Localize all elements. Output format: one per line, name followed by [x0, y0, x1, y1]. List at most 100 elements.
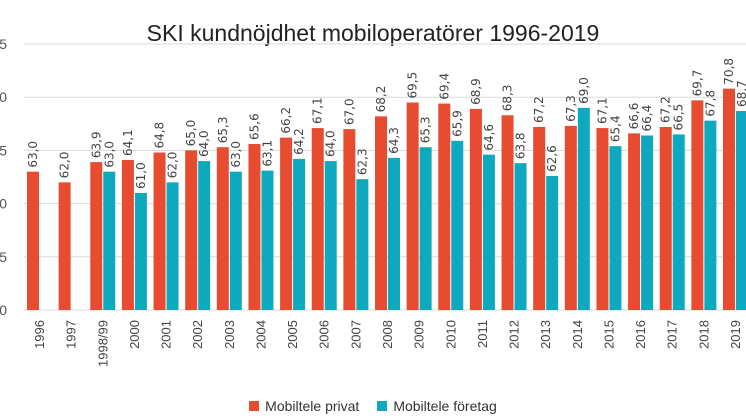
- x-tick-label: 2007: [348, 320, 363, 349]
- bar-privat: [121, 159, 134, 310]
- bar-privat: [691, 100, 704, 310]
- x-tick-label: 2019: [728, 320, 743, 349]
- data-label: 63,0: [229, 141, 243, 168]
- legend-swatch: [377, 401, 388, 411]
- bar-privat: [375, 116, 387, 311]
- bar-privat: [596, 128, 609, 310]
- x-tick-label: 2002: [190, 320, 205, 349]
- data-label: 62,0: [58, 152, 72, 179]
- data-label: 68,3: [501, 85, 515, 112]
- legend: Mobiltele privat Mobiltele företag: [0, 398, 746, 414]
- bar-privat: [153, 152, 166, 310]
- data-label: 63,0: [102, 141, 116, 168]
- data-label: 67,2: [532, 96, 546, 123]
- bar-foretag: [514, 163, 527, 310]
- bar-privat: [90, 162, 103, 310]
- bar-privat: [58, 182, 71, 310]
- bar-foretag: [324, 161, 337, 310]
- data-label: 65,3: [419, 116, 433, 143]
- data-label: 64,3: [387, 127, 401, 154]
- data-label: 65,4: [608, 115, 622, 142]
- legend-label: Mobiltele företag: [393, 398, 497, 414]
- x-tick-label: 2005: [285, 320, 300, 349]
- data-label: 66,6: [627, 103, 641, 130]
- bar-privat: [723, 88, 735, 310]
- data-label: 64,8: [153, 122, 167, 149]
- x-tick-label: 2004: [253, 320, 268, 349]
- bar-foretag: [356, 179, 369, 310]
- bar-foretag: [546, 175, 559, 310]
- data-label: 64,1: [121, 129, 135, 156]
- bar-foretag: [672, 134, 685, 310]
- bar-foretag: [293, 158, 306, 310]
- bar-foretag: [736, 111, 746, 310]
- y-tick-label: 55: [0, 249, 7, 265]
- bar-foretag: [229, 171, 242, 310]
- y-tick-label: 60: [0, 196, 7, 212]
- x-tick-label: 1998/99: [95, 320, 110, 367]
- y-tick-label: 65: [0, 142, 7, 158]
- legend-item-privat: Mobiltele privat: [249, 398, 359, 414]
- data-label: 70,8: [722, 58, 736, 85]
- legend-swatch: [249, 401, 260, 411]
- x-tick-label: 1997: [64, 320, 79, 349]
- bar-foretag: [451, 140, 464, 310]
- data-label: 67,0: [342, 98, 356, 125]
- bar-foretag: [261, 170, 274, 310]
- bar-foretag: [641, 135, 654, 310]
- data-label: 69,5: [406, 72, 420, 99]
- bar-foretag: [388, 157, 400, 310]
- data-label: 67,2: [659, 96, 673, 123]
- data-label: 62,0: [166, 152, 180, 179]
- bar-privat: [438, 103, 451, 310]
- bar-privat: [501, 115, 514, 311]
- data-label: 69,7: [690, 70, 704, 97]
- bar-privat: [533, 126, 546, 310]
- bar-privat: [469, 108, 482, 311]
- legend-label: Mobiltele privat: [265, 398, 360, 414]
- bar-foretag: [166, 182, 179, 310]
- data-label: 65,3: [216, 116, 230, 143]
- bar-foretag: [577, 107, 590, 310]
- x-tick-label: 2000: [127, 320, 142, 349]
- x-tick-label: 2001: [159, 320, 174, 349]
- data-label: 64,0: [197, 130, 211, 157]
- bar-privat: [628, 133, 641, 310]
- bar-foretag: [482, 154, 495, 310]
- y-tick-label: 75: [0, 36, 7, 52]
- data-label: 66,4: [640, 105, 654, 132]
- bar-privat: [311, 128, 324, 310]
- bar-foretag: [198, 161, 211, 310]
- bar-foretag: [704, 120, 717, 310]
- data-label: 65,6: [247, 113, 261, 140]
- bar-foretag: [609, 146, 622, 310]
- data-label: 65,0: [184, 120, 198, 147]
- x-tick-label: 2008: [380, 320, 395, 349]
- x-tick-label: 2018: [696, 320, 711, 349]
- data-label: 66,5: [672, 104, 686, 131]
- data-label: 68,7: [735, 80, 746, 107]
- data-label: 69,0: [577, 77, 591, 104]
- bar-privat: [216, 147, 229, 310]
- data-label: 64,6: [482, 124, 496, 151]
- x-tick-label: 2011: [475, 320, 490, 348]
- x-tick-label: 2006: [317, 320, 332, 349]
- x-tick-label: 2010: [443, 320, 458, 349]
- x-tick-label: 2016: [633, 320, 648, 349]
- data-label: 69,4: [437, 73, 451, 100]
- x-tick-label: 2009: [412, 320, 427, 349]
- bar-privat: [406, 102, 419, 311]
- bar-privat: [27, 171, 39, 310]
- data-label: 64,2: [292, 128, 306, 155]
- data-label: 67,3: [564, 95, 578, 122]
- y-tick-label: 50: [0, 302, 7, 318]
- x-tick-label: 2013: [538, 320, 553, 349]
- data-label: 61,0: [134, 162, 148, 189]
- data-label: 62,6: [545, 145, 559, 172]
- data-label: 63,9: [89, 131, 103, 158]
- data-label: 67,1: [311, 97, 325, 124]
- x-tick-label: 2015: [601, 320, 616, 349]
- bar-privat: [248, 144, 261, 310]
- x-tick-label: 2012: [507, 320, 522, 349]
